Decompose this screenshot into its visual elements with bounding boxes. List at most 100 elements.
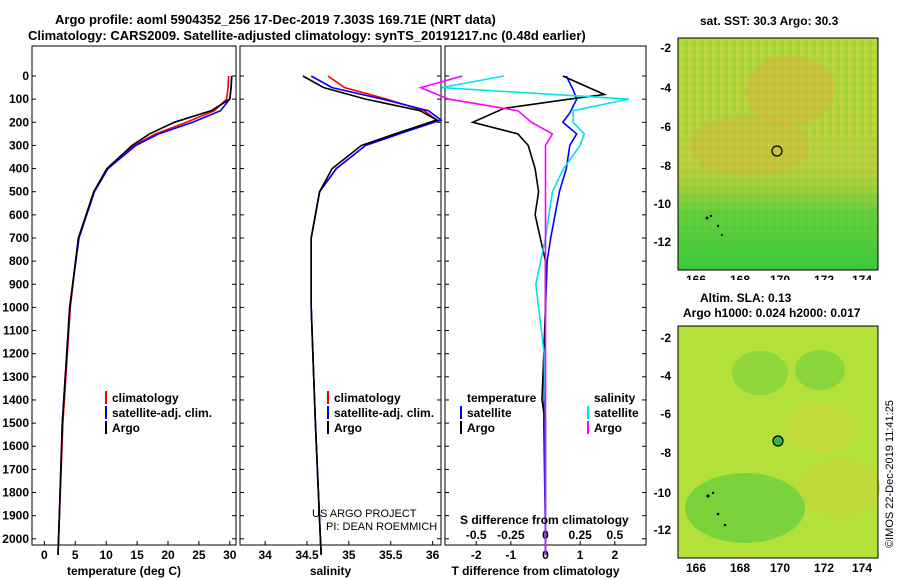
series-line-temperature-argo — [470, 75, 608, 555]
y-tick-label: 1100 — [3, 324, 29, 338]
island-dots — [705, 214, 723, 236]
legend-title-temperature: temperature — [467, 391, 537, 405]
series-line-salinity-satellite — [441, 75, 629, 555]
top-x-tick-label: -0.25 — [497, 528, 525, 542]
svg-text:170: 170 — [770, 561, 790, 575]
svg-text:-2: -2 — [660, 41, 671, 55]
y-tick-label: 1600 — [2, 439, 29, 453]
svg-text:-4: -4 — [660, 81, 671, 95]
series-line-satellite-adj-clim- — [310, 75, 443, 556]
svg-text:174: 174 — [852, 273, 872, 280]
y-tick-label: 1500 — [2, 416, 29, 430]
svg-text:-10: -10 — [654, 486, 672, 500]
svg-text:-4: -4 — [660, 369, 671, 383]
legend-label-satellite: satellite-adj. clim. — [112, 406, 212, 420]
argo-position-marker — [772, 435, 784, 447]
legend-label-argo: Argo — [334, 421, 362, 435]
y-tick-label: 200 — [9, 115, 29, 129]
y-tick-label: 400 — [9, 162, 29, 176]
svg-text:-2: -2 — [660, 331, 671, 345]
legend-label-temp-argo: Argo — [467, 421, 495, 435]
salinity-legend: climatology satellite-adj. clim. Argo — [327, 391, 434, 435]
map-bottom-axes: -2 -4 -6 -8 -10 -12 166 168 170 172 174 — [654, 331, 873, 575]
x-tick-label: 20 — [161, 548, 175, 562]
temperature-legend: climatology satellite-adj. clim. Argo — [105, 391, 212, 435]
argo-position-marker — [771, 145, 783, 157]
y-tick-label: 1300 — [2, 370, 29, 384]
x-tick-label: 5 — [72, 548, 79, 562]
top-x-tick-label: -0.5 — [466, 528, 487, 542]
series-line-satellite-adj-clim- — [57, 75, 233, 556]
salinity-panel: 34 34.5 35 35.5 36 salinity — [239, 45, 443, 578]
svg-text:168: 168 — [730, 561, 750, 575]
x-tick-label: 15 — [130, 548, 144, 562]
map-top-axes: -2 -4 -6 -8 -10 -12 166 168 170 172 174 — [654, 41, 873, 280]
y-tick-label: 700 — [9, 231, 29, 245]
legend-title-salinity: salinity — [594, 391, 636, 405]
y-tick-label: 1900 — [2, 509, 29, 523]
x-tick-label: 25 — [192, 548, 206, 562]
difference-panel: -2 -1 0 1 2T difference from climatology-0.5… — [418, 45, 647, 578]
plot-title-line1: Argo profile: aoml 5904352_256 17-Dec-20… — [55, 12, 496, 27]
top-x-tick-label: 0.5 — [606, 528, 623, 542]
series-line-argo — [57, 75, 233, 556]
x-tick-label: 34 — [258, 548, 272, 562]
svg-text:168: 168 — [730, 273, 750, 280]
legend-label-climatology: climatology — [334, 391, 401, 405]
y-tick-label: 1400 — [2, 393, 29, 407]
series-line-climatology — [310, 75, 439, 556]
svg-text:166: 166 — [686, 561, 706, 575]
x-tick-label: 1 — [577, 548, 584, 562]
x-tick-label: 36 — [426, 548, 440, 562]
plot-frame — [31, 45, 237, 546]
svg-text:-6: -6 — [660, 407, 671, 421]
legend-label-climatology: climatology — [112, 391, 179, 405]
svg-text:172: 172 — [814, 561, 834, 575]
legend-label-argo: Argo — [112, 421, 140, 435]
svg-text:-10: -10 — [654, 197, 672, 211]
imos-timestamp: ©IMOS 22-Dec-2019 11:41:25 — [884, 400, 896, 548]
legend-label-sal-satellite: satellite — [594, 406, 639, 420]
legend-label-sal-argo: Argo — [594, 421, 622, 435]
x-tick-label: 2 — [611, 548, 618, 562]
x-axis-label: salinity — [310, 564, 352, 578]
svg-text:-6: -6 — [660, 120, 671, 134]
y-tick-label: 1800 — [2, 486, 29, 500]
svg-text:-12: -12 — [654, 523, 672, 537]
temperature-panel: 0100200300400500600700800900100011001200… — [2, 45, 237, 578]
x-tick-label: 30 — [223, 548, 237, 562]
svg-text:166: 166 — [686, 273, 706, 280]
svg-text:-12: -12 — [654, 235, 672, 249]
x-axis-label: temperature (deg C) — [67, 564, 181, 578]
series-line-salinity-argo — [418, 75, 554, 555]
svg-text:-8: -8 — [660, 159, 671, 173]
s-difference-label: S difference from climatology — [460, 513, 629, 527]
map-bottom-title1: Altim. SLA: 0.13 — [700, 291, 792, 305]
series-line-argo — [302, 75, 439, 556]
y-tick-label: 900 — [9, 277, 29, 291]
y-tick-label: 1000 — [2, 300, 29, 314]
credit-line2: PI: DEAN ROEMMICH — [326, 521, 437, 533]
y-tick-label: 500 — [9, 185, 29, 199]
island-dots — [706, 491, 727, 527]
svg-text:-8: -8 — [660, 446, 671, 460]
y-tick-label: 100 — [9, 92, 29, 106]
x-tick-label: 34.5 — [295, 548, 319, 562]
x-tick-label: -2 — [471, 548, 482, 562]
series-line-climatology — [57, 75, 230, 556]
y-tick-label: 600 — [9, 208, 29, 222]
sla-map: -2 -4 -6 -8 -10 -12 166 168 170 172 174 — [654, 325, 880, 575]
map-bottom-title2: Argo h1000: 0.024 h2000: 0.017 — [683, 306, 861, 320]
top-x-tick-label: 0.25 — [568, 528, 592, 542]
legend-label-satellite: satellite-adj. clim. — [334, 406, 434, 420]
x-axis-label: T difference from climatology — [451, 564, 619, 578]
y-tick-label: 800 — [9, 254, 29, 268]
y-tick-label: 300 — [9, 138, 29, 152]
y-tick-label: 1200 — [2, 347, 29, 361]
map-top-title: sat. SST: 30.3 Argo: 30.3 — [700, 14, 839, 28]
x-tick-label: 35.5 — [379, 548, 403, 562]
y-tick-label: 0 — [22, 69, 29, 83]
x-tick-label: 0 — [41, 548, 48, 562]
plot-frame — [239, 45, 442, 546]
